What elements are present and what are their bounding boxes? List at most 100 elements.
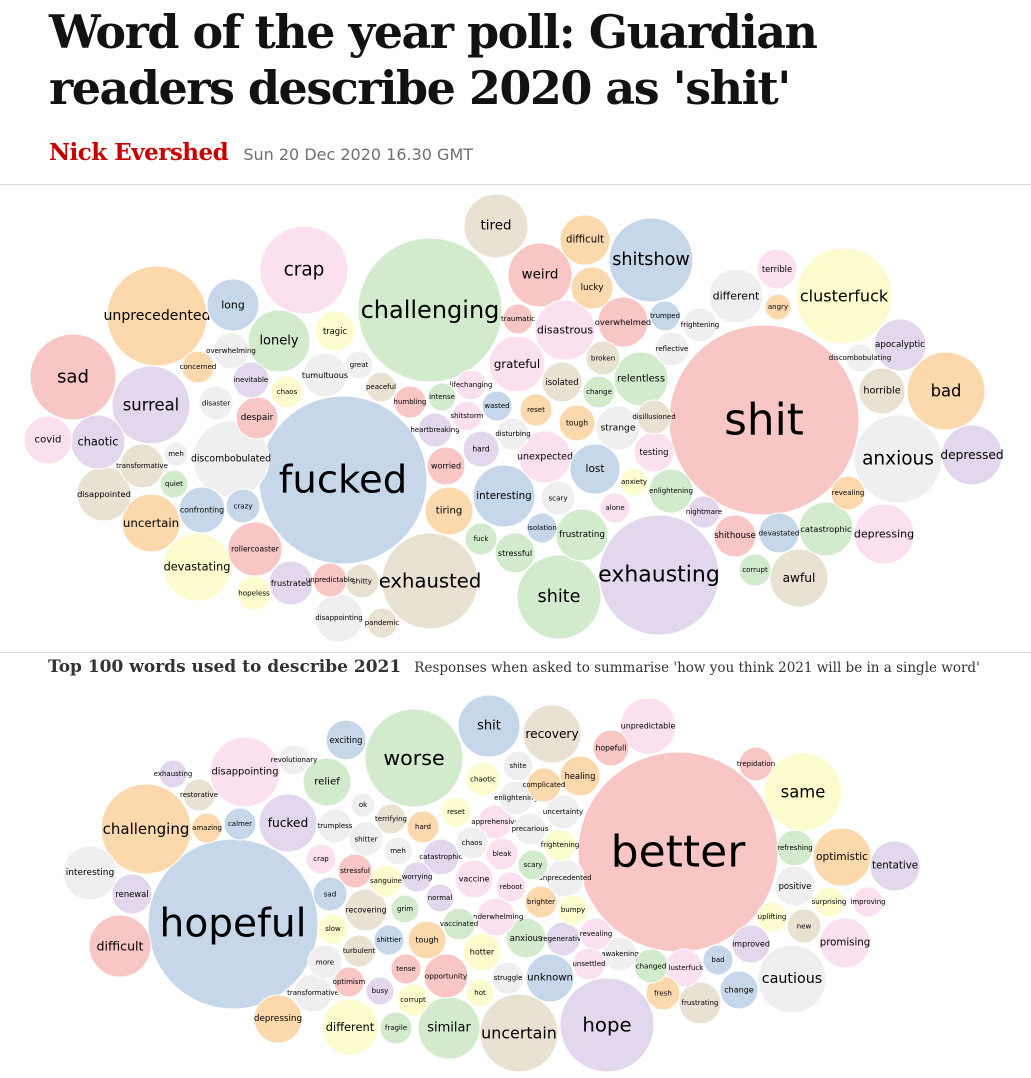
bubble-optimism[interactable]: optimism [333,966,366,998]
bubble-circle[interactable] [317,913,349,945]
bubble-circle[interactable] [495,871,527,903]
bubble-transformative[interactable]: transformative [116,443,168,489]
bubble-exhausting[interactable]: exhausting [154,759,193,789]
bubble-circle[interactable] [648,468,694,514]
bubble-circle[interactable] [365,371,397,403]
bubble-reflective[interactable]: reflective [654,331,690,367]
bubble-quiet[interactable]: quiet [159,469,189,499]
bubble-busy[interactable]: busy [365,976,395,1006]
bubble-circle[interactable] [519,393,553,427]
bubble-circle[interactable] [366,607,398,639]
bubble-confronting[interactable]: confronting [178,486,226,534]
bubble-uncertain[interactable]: uncertain [479,993,559,1073]
bubble-circle[interactable] [23,415,73,465]
bubble-circle[interactable] [738,553,772,587]
bubble-circle[interactable] [494,532,536,574]
bubble-alone[interactable]: alone [599,492,631,524]
bubble-circle[interactable] [357,237,503,383]
bubble-circle[interactable] [344,350,374,380]
bubble-new[interactable]: new [786,908,822,944]
bubble-circle[interactable] [212,332,250,370]
bubble-circle[interactable] [522,704,582,764]
bubble-tired[interactable]: tired [463,193,529,259]
bubble-devastated[interactable]: devastated [758,512,800,554]
bubble-renewal[interactable]: renewal [111,873,153,915]
bubble-peaceful[interactable]: peaceful [365,371,397,403]
bubble-circle[interactable] [941,424,1003,486]
bubble-meh[interactable]: meh [383,836,413,866]
bubble-circle[interactable] [258,793,318,853]
bubble-circle[interactable] [321,998,379,1056]
bubble-circle[interactable] [442,907,476,941]
bubble-more[interactable]: more [307,944,343,980]
bubble-change[interactable]: change [719,970,759,1010]
bubble-nightmare[interactable]: nightmare [686,495,722,529]
bubble-exhausting[interactable]: exhausting [598,514,720,636]
bubble-vaccine[interactable]: vaccine [454,859,494,899]
bubble-shitshow[interactable]: shitshow [608,217,694,303]
bubble-circle[interactable] [845,343,875,373]
bubble-angry[interactable]: angry [764,293,792,321]
bubble-challenging[interactable]: challenging [357,237,503,383]
bubble-fragile[interactable]: fragile [379,1011,413,1045]
bubble-meh[interactable]: meh [163,441,189,467]
bubble-circle[interactable] [365,976,395,1006]
bubble-exhausted[interactable]: exhausted [379,532,482,630]
bubble-depressing[interactable]: depressing [253,994,303,1044]
bubble-optimistic[interactable]: optimistic [812,827,872,887]
bubble-circle[interactable] [464,522,498,556]
bubble-precarious[interactable]: precarious [512,812,549,846]
bubble-circle[interactable] [425,883,455,913]
bubble-circle[interactable] [455,369,487,401]
bubble-recovering[interactable]: recovering [344,888,388,932]
bubble-circle[interactable] [507,242,573,308]
bubble-circle[interactable] [491,961,525,995]
bubble-circle[interactable] [119,443,165,489]
bubble-disillusioned[interactable]: disillusioned [632,399,676,435]
bubble-uncertain[interactable]: uncertain [121,493,181,553]
bubble-interesting[interactable]: interesting [62,845,118,901]
bubble-disaster[interactable]: disaster [198,385,234,421]
bubble-circle[interactable] [687,495,721,529]
bubble-circle[interactable] [100,783,192,875]
bubble-circle[interactable] [543,828,577,862]
bubble-circle[interactable] [121,493,181,553]
bubble-shithouse[interactable]: shithouse [713,514,757,558]
bubble-circle[interactable] [517,849,549,881]
bubble-surprising[interactable]: surprising [812,886,847,918]
bubble-circle[interactable] [776,829,814,867]
bubble-circle[interactable] [305,843,337,875]
bubble-circle[interactable] [159,469,189,499]
bubble-circle[interactable] [516,554,602,640]
bubble-circle[interactable] [364,708,464,808]
bubble-circle[interactable] [325,719,367,761]
bubble-circle[interactable] [858,367,906,415]
bubble-circle[interactable] [702,944,734,976]
bubble-circle[interactable] [481,390,513,422]
bubble-circle[interactable] [178,486,226,534]
bubble-normal[interactable]: normal [425,883,455,913]
bubble-circle[interactable] [812,827,872,887]
bubble-recovery[interactable]: recovery [522,704,582,764]
bubble-tense[interactable]: tense [390,953,422,985]
bubble-unexpected[interactable]: unexpected [517,430,573,484]
bubble-tumultuous[interactable]: tumultuous [302,352,348,398]
bubble-difficult[interactable]: difficult [559,214,611,266]
bubble-lost[interactable]: lost [569,443,621,495]
bubble-lucky[interactable]: lucky [570,266,614,310]
bubble-exciting[interactable]: exciting [325,719,367,761]
bubble-circle[interactable] [559,755,601,797]
bubble-inevitable[interactable]: inevitable [232,361,270,399]
bubble-circle[interactable] [253,994,303,1044]
bubble-pandemic[interactable]: pandemic [365,607,400,639]
bubble-healing[interactable]: healing [559,755,601,797]
bubble-hopeless[interactable]: hopeless [236,575,272,611]
bubble-hotter[interactable]: hotter [462,932,502,972]
bubble-worried[interactable]: worried [426,446,466,486]
bubble-circle[interactable] [337,853,373,889]
bubble-shitter[interactable]: shitter [348,821,384,857]
bubble-positive[interactable]: positive [774,865,816,907]
bubble-catastrophic[interactable]: catastrophic [419,838,463,876]
bubble-crazy[interactable]: crazy [225,488,261,524]
bubble-chaotic[interactable]: chaotic [70,414,126,470]
